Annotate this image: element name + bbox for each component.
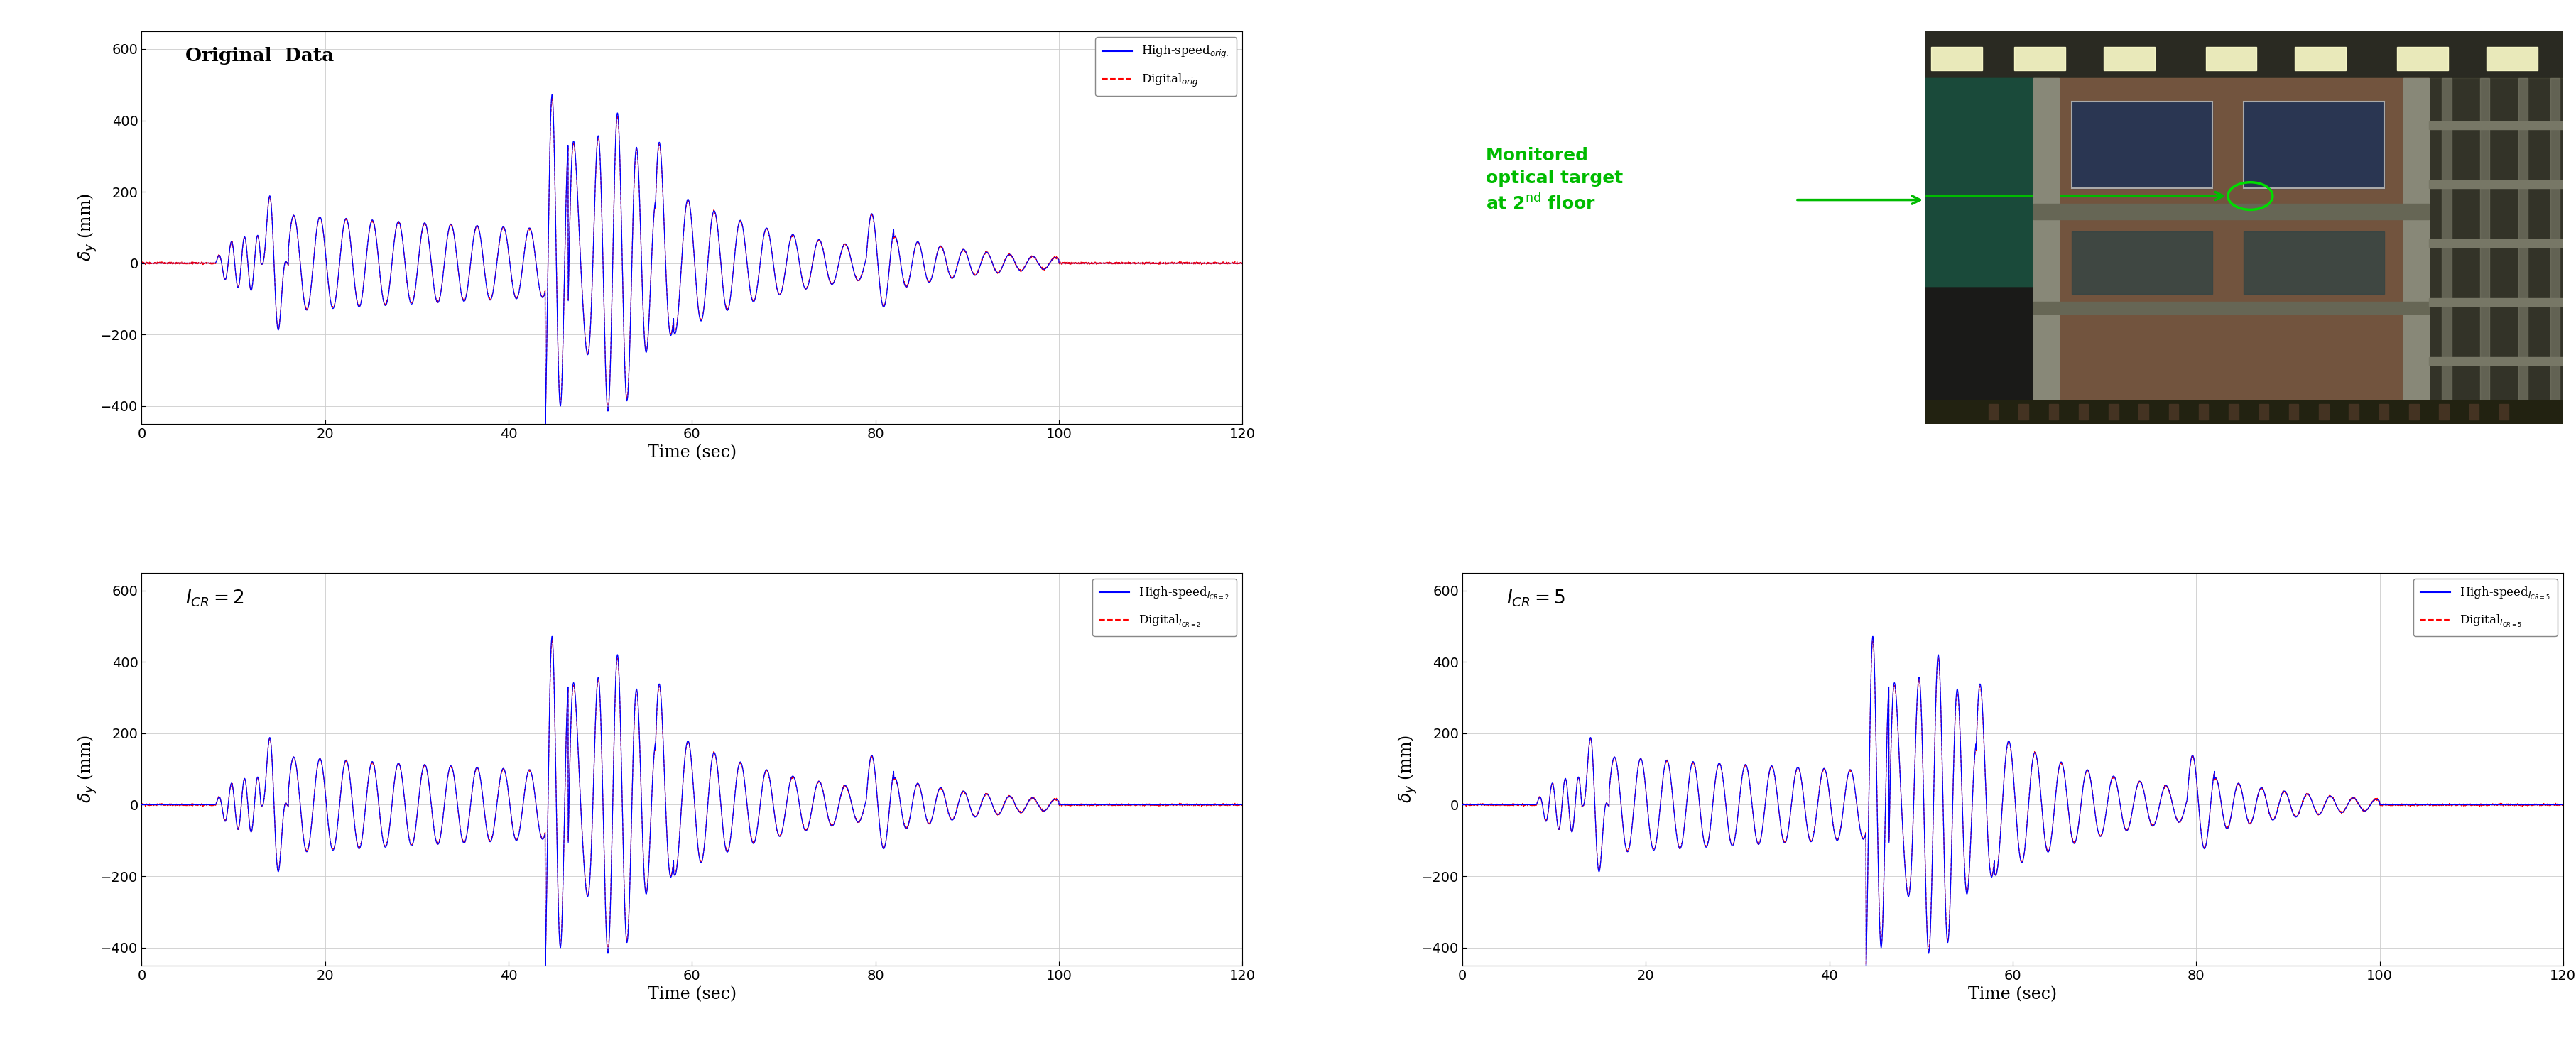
Bar: [2169, 404, 2179, 419]
Bar: [1924, 78, 2040, 286]
Bar: [2071, 102, 2213, 188]
Y-axis label: $\delta_y$ (mm): $\delta_y$ (mm): [1396, 735, 1419, 803]
Bar: [2470, 404, 2478, 419]
Bar: [2486, 47, 2537, 71]
Bar: [1932, 47, 1981, 71]
Legend: High-speed$_{orig.}$, Digital$_{orig.}$: High-speed$_{orig.}$, Digital$_{orig.}$: [1095, 37, 1236, 97]
Legend: High-speed$_{I_{CR=5}}$, Digital$_{I_{CR=5}}$: High-speed$_{I_{CR=5}}$, Digital$_{I_{CR…: [2414, 579, 2558, 636]
X-axis label: Time (sec): Time (sec): [647, 986, 737, 1003]
Bar: [2244, 102, 2385, 188]
Bar: [2519, 78, 2527, 404]
Bar: [2403, 78, 2429, 404]
Text: Monitored
optical target
at 2$^{\mathrm{nd}}$ floor: Monitored optical target at 2$^{\mathrm{…: [1486, 147, 1623, 214]
Bar: [2481, 78, 2491, 404]
Bar: [2429, 298, 2563, 306]
Bar: [2442, 78, 2452, 404]
Bar: [2071, 231, 2213, 294]
Bar: [2429, 121, 2563, 130]
Bar: [2048, 404, 2058, 419]
Bar: [2429, 78, 2563, 404]
Bar: [2259, 404, 2269, 419]
Bar: [2290, 404, 2298, 419]
Bar: [2429, 239, 2563, 247]
Bar: [2138, 404, 2148, 419]
Y-axis label: $\delta_y$ (mm): $\delta_y$ (mm): [75, 735, 98, 803]
Bar: [2032, 302, 2429, 313]
Bar: [2105, 47, 2154, 71]
Text: $I_{CR} = 5$: $I_{CR} = 5$: [1507, 589, 1566, 608]
Bar: [2429, 357, 2563, 364]
Bar: [2244, 231, 2385, 294]
Bar: [2020, 404, 2027, 419]
Bar: [2499, 404, 2509, 419]
Bar: [2205, 47, 2257, 71]
Bar: [2032, 78, 2429, 404]
Bar: [2032, 203, 2429, 220]
Bar: [2071, 102, 2213, 188]
Bar: [2228, 404, 2239, 419]
Bar: [1989, 404, 1999, 419]
Bar: [2318, 404, 2329, 419]
Bar: [2244, 102, 2385, 188]
Bar: [2550, 78, 2561, 404]
Bar: [2295, 47, 2347, 71]
X-axis label: Time (sec): Time (sec): [647, 444, 737, 461]
Bar: [2014, 47, 2066, 71]
Bar: [2110, 404, 2117, 419]
Bar: [2200, 404, 2208, 419]
Y-axis label: $\delta_y$ (mm): $\delta_y$ (mm): [75, 193, 98, 262]
Bar: [2439, 404, 2450, 419]
Bar: [2398, 47, 2447, 71]
Bar: [1924, 78, 2040, 286]
Legend: High-speed$_{I_{CR=2}}$, Digital$_{I_{CR=2}}$: High-speed$_{I_{CR=2}}$, Digital$_{I_{CR…: [1092, 579, 1236, 636]
Text: Original  Data: Original Data: [185, 47, 335, 64]
Bar: [2380, 404, 2388, 419]
Bar: [2079, 404, 2089, 419]
Bar: [1924, 400, 2563, 424]
Text: $I_{CR} = 2$: $I_{CR} = 2$: [185, 589, 245, 608]
Bar: [2409, 404, 2419, 419]
X-axis label: Time (sec): Time (sec): [1968, 986, 2058, 1003]
Bar: [2429, 181, 2563, 188]
Bar: [2032, 78, 2429, 404]
Bar: [1924, 31, 2563, 78]
Bar: [2032, 78, 2058, 404]
Bar: [2349, 404, 2360, 419]
